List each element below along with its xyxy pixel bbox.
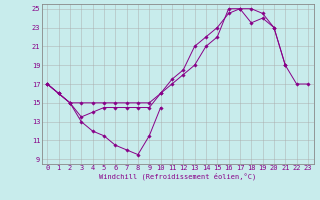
- X-axis label: Windchill (Refroidissement éolien,°C): Windchill (Refroidissement éolien,°C): [99, 173, 256, 180]
